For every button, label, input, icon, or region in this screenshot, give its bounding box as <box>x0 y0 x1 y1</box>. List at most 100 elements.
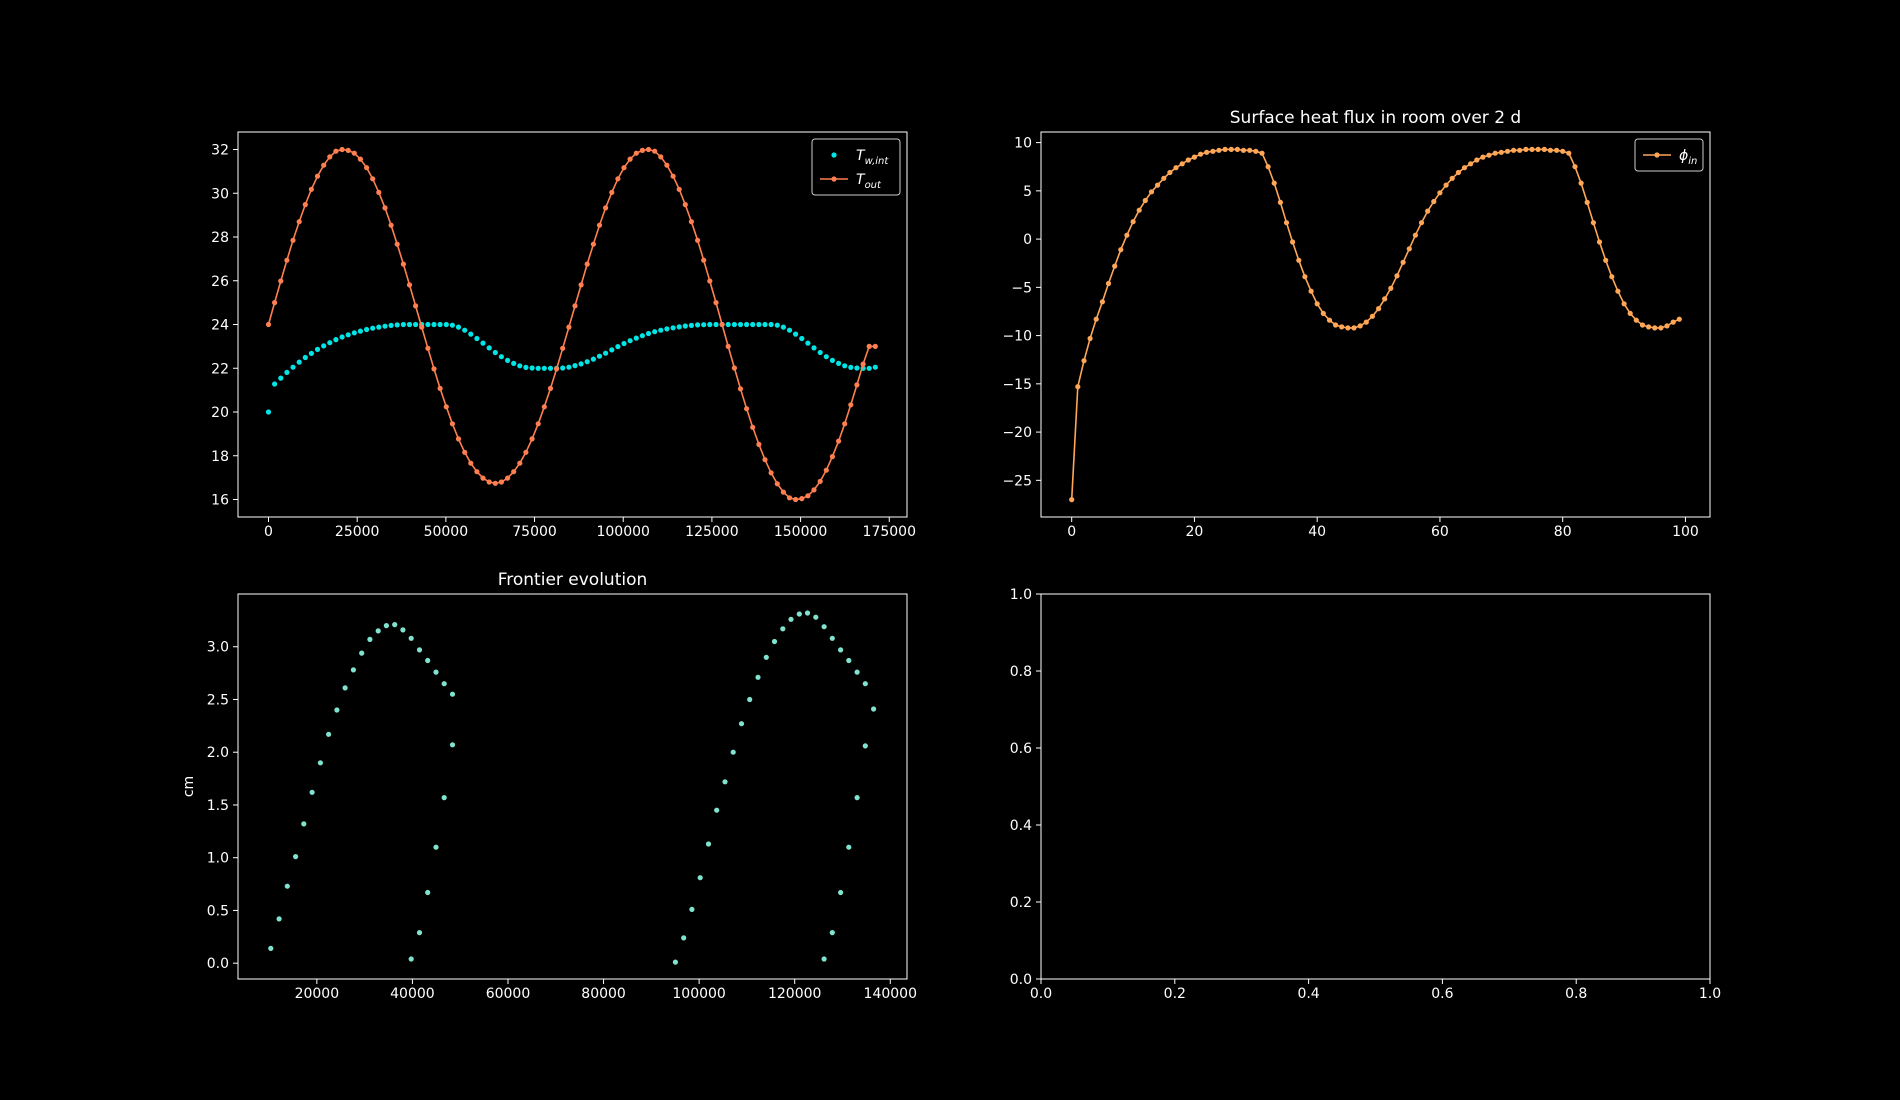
data-point <box>823 467 829 473</box>
x-tick-label: 120000 <box>768 986 821 1002</box>
data-point <box>560 365 566 371</box>
series-line <box>267 148 876 501</box>
data-point <box>817 349 823 356</box>
data-point <box>302 202 308 208</box>
data-point <box>560 345 566 351</box>
data-point <box>1578 180 1584 186</box>
data-point <box>1609 274 1615 280</box>
data-point <box>480 340 486 346</box>
data-point <box>799 496 805 502</box>
data-point <box>780 324 787 330</box>
data-point <box>1560 148 1566 154</box>
x-tick-label: 20 <box>1186 524 1204 540</box>
data-point <box>342 685 348 691</box>
data-point <box>276 916 282 922</box>
data-point <box>486 479 492 485</box>
data-point <box>492 349 498 356</box>
data-point <box>701 257 707 263</box>
data-point <box>681 935 687 941</box>
data-point <box>449 322 455 328</box>
data-point <box>326 731 332 737</box>
data-point <box>1504 148 1511 154</box>
data-point <box>1461 165 1468 171</box>
data-point <box>1333 322 1339 328</box>
data-point <box>705 841 712 847</box>
data-point <box>744 406 750 412</box>
y-tick-label: −5 <box>1011 280 1032 296</box>
data-point <box>498 354 504 360</box>
data-point <box>535 365 541 371</box>
data-point <box>621 340 627 347</box>
data-point <box>1596 239 1603 245</box>
data-point <box>756 441 762 447</box>
data-point <box>394 322 400 328</box>
x-tick-label: 125000 <box>685 524 738 540</box>
data-point <box>676 324 682 330</box>
data-point <box>1554 147 1560 153</box>
y-tick-label: 0.4 <box>1010 818 1032 834</box>
data-point <box>413 303 419 309</box>
data-point <box>1627 310 1633 316</box>
data-point <box>590 356 597 362</box>
data-point <box>394 241 400 247</box>
data-point <box>793 496 799 503</box>
data-point <box>1345 325 1351 331</box>
data-point <box>388 222 394 228</box>
y-tick-label: 2.0 <box>207 745 229 761</box>
data-point <box>1369 313 1375 319</box>
data-point <box>1198 151 1204 157</box>
x-tick-label: 175000 <box>863 524 916 540</box>
data-point <box>786 327 793 333</box>
data-point <box>730 749 736 755</box>
data-point <box>780 489 787 495</box>
series-series0 <box>268 610 877 965</box>
data-point <box>308 186 314 192</box>
data-point <box>272 300 278 306</box>
data-point <box>408 635 414 641</box>
data-point <box>1547 147 1553 153</box>
data-point <box>541 365 547 371</box>
data-point <box>268 945 274 952</box>
data-point <box>1357 323 1363 329</box>
data-point <box>755 674 761 680</box>
data-point <box>1320 310 1326 316</box>
y-tick-label: −25 <box>1002 473 1032 489</box>
data-point <box>1290 239 1296 245</box>
legend-label-main: ϕ <box>1679 148 1688 164</box>
data-point <box>731 321 738 328</box>
data-point <box>688 322 695 328</box>
data-point <box>1412 232 1418 238</box>
y-tick-label: 28 <box>211 230 229 246</box>
data-point <box>462 449 468 455</box>
data-point <box>431 321 437 328</box>
data-point <box>1584 199 1590 205</box>
data-point <box>480 475 486 481</box>
series-T_w,int <box>265 321 878 415</box>
data-point <box>265 321 272 328</box>
data-point <box>327 340 333 346</box>
data-point <box>799 335 805 342</box>
data-point <box>609 189 615 195</box>
data-point <box>596 353 603 359</box>
data-point <box>854 795 860 801</box>
data-point <box>590 241 597 247</box>
legend-label-sub: out <box>865 180 882 191</box>
data-point <box>747 696 753 703</box>
legend-marker <box>831 152 837 158</box>
data-point <box>314 173 321 179</box>
data-point <box>1339 324 1345 330</box>
x-tick-label: 40000 <box>390 986 435 1002</box>
data-point <box>284 369 290 375</box>
data-point <box>406 282 413 288</box>
legend-label: Tw,int <box>856 148 889 167</box>
x-tick-label: 100000 <box>672 986 725 1002</box>
data-point <box>1099 299 1105 305</box>
data-point <box>578 282 584 288</box>
chart-title: Surface heat flux in room over 2 d <box>1230 108 1521 128</box>
data-point <box>1394 273 1400 279</box>
data-point <box>1302 274 1308 280</box>
axes-temps: 0 25000 50000 75000 100000 125000 150000 175000… <box>211 131 916 540</box>
data-point <box>308 350 314 356</box>
data-point <box>1069 497 1075 503</box>
data-point <box>1418 220 1425 226</box>
